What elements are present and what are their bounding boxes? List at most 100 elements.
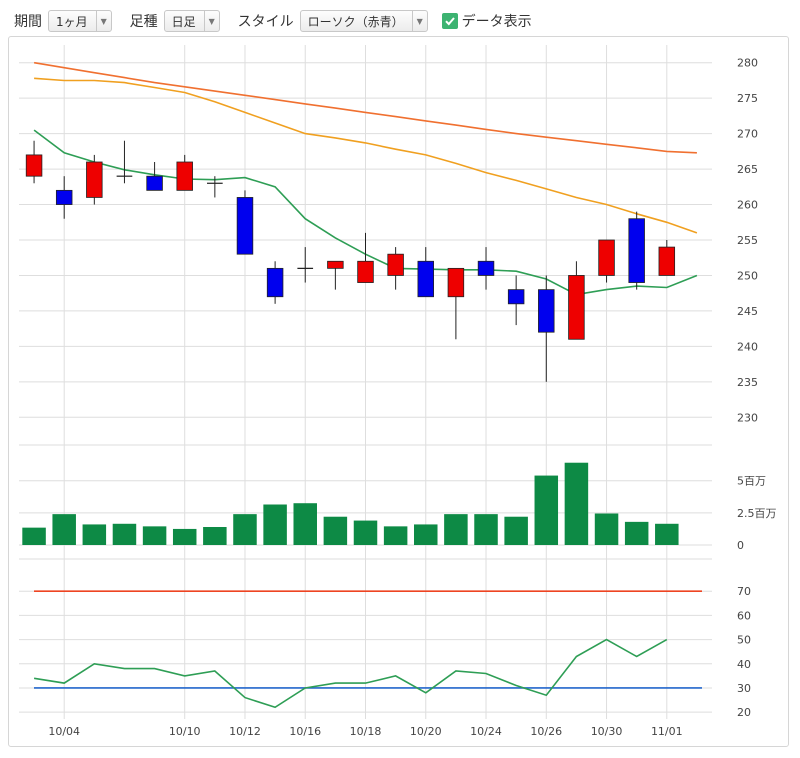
- ma-mid-line: [34, 77, 698, 234]
- candle: [538, 275, 555, 382]
- candle-body: [598, 239, 615, 276]
- price-axis-tick-label: 250: [737, 269, 758, 282]
- candle-body: [658, 246, 676, 276]
- candle-body: [146, 175, 163, 191]
- candle-body: [507, 289, 525, 305]
- candle: [86, 154, 103, 205]
- candle: [236, 190, 254, 255]
- style-label: スタイル: [237, 14, 294, 30]
- candle-body: [266, 267, 284, 298]
- candle-body: [236, 197, 254, 255]
- x-axis-tick-label: 10/24: [470, 725, 502, 738]
- x-axis-tick-label: 10/04: [48, 725, 80, 738]
- candle: [598, 239, 615, 283]
- volume-bar: [504, 516, 528, 545]
- candle-body: [55, 189, 73, 205]
- x-axis-tick-label: 10/18: [350, 725, 382, 738]
- candle: [327, 260, 344, 290]
- interval-label: 足種: [129, 14, 158, 30]
- chart-panel: 230 235 240 245 250 255 260 265 270 275 280 0 2.5百万 5…: [8, 36, 789, 747]
- rsi-axis-tick-label: 70: [737, 585, 751, 598]
- volume-axis-tick-label: 0: [737, 539, 744, 552]
- price-axis-tick-label: 280: [737, 57, 758, 70]
- volume-bar: [112, 523, 137, 545]
- volume-axis-tick-label: 2.5百万: [737, 507, 777, 520]
- interval-select[interactable]: 日足 ▼: [163, 10, 220, 32]
- volume-bar: [82, 524, 107, 545]
- x-axis-tick-label: 10/20: [410, 725, 442, 738]
- chevron-down-icon: ▼: [95, 11, 111, 31]
- candle: [658, 240, 676, 276]
- candle: [447, 267, 465, 340]
- candle-body: [25, 154, 43, 177]
- x-axis-tick-label: 10/12: [229, 725, 261, 738]
- rsi-axis-tick-label: 30: [737, 682, 751, 695]
- period-select[interactable]: 1ヶ月 ▼: [48, 10, 112, 32]
- candle-body: [387, 253, 404, 276]
- candle-body: [568, 275, 585, 340]
- candle: [477, 247, 495, 290]
- rsi-line: [33, 638, 668, 709]
- candle: [55, 176, 73, 219]
- candle: [25, 140, 43, 184]
- volume-bar: [624, 521, 649, 545]
- volume-bar: [203, 527, 227, 545]
- volume-bar: [655, 523, 679, 545]
- candle-body: [357, 260, 374, 283]
- candle-body: [176, 161, 193, 191]
- show-data-label: データ表示: [461, 14, 532, 30]
- candle-body: [327, 260, 344, 269]
- volume-bar: [233, 514, 257, 545]
- rsi-axis-tick-label: 50: [737, 634, 751, 647]
- show-data-checkbox[interactable]: データ表示: [441, 11, 532, 31]
- volume-bar: [353, 520, 378, 545]
- x-axis-tick-label: 10/16: [289, 725, 321, 738]
- price-axis-tick-label: 260: [737, 199, 758, 212]
- interval-select-value: 日足: [171, 14, 196, 29]
- candle-body: [477, 260, 495, 276]
- volume-bar: [383, 526, 408, 545]
- volume-bar: [22, 527, 46, 545]
- candle-body: [417, 260, 434, 298]
- candle: [297, 247, 314, 283]
- chart-toolbar: 期間 1ヶ月 ▼ 足種 日足 ▼ スタイル ローソク（赤青） ▼ データ表示: [10, 6, 790, 36]
- volume-bar: [414, 524, 438, 545]
- x-axis-tick-label: 10/30: [591, 725, 623, 738]
- x-axis-tick-label: 10/26: [530, 725, 562, 738]
- candle-body: [628, 218, 645, 283]
- style-select-value: ローソク（赤青）: [307, 14, 404, 29]
- volume-bar: [594, 513, 619, 545]
- volume-bar: [444, 514, 468, 545]
- price-axis-tick-label: 255: [737, 234, 758, 247]
- candle: [266, 261, 284, 304]
- candle-body: [86, 161, 103, 198]
- chevron-down-icon: ▼: [203, 11, 219, 31]
- candle: [116, 140, 133, 184]
- price-axis-tick-label: 235: [737, 376, 758, 389]
- volume-bar: [52, 514, 76, 545]
- checkmark-icon: [441, 13, 458, 29]
- rsi-axis-tick-label: 20: [737, 706, 751, 719]
- price-axis-tick-label: 230: [737, 411, 758, 424]
- volume-bar: [323, 516, 348, 545]
- volume-bar: [263, 504, 287, 545]
- volume-bar: [172, 528, 197, 545]
- volume-bar: [293, 503, 317, 545]
- volume-bar: [564, 462, 589, 545]
- rsi-axis-tick-label: 60: [737, 609, 751, 622]
- candle: [357, 232, 374, 283]
- volume-axis-tick-label: 5百万: [737, 475, 766, 488]
- chevron-down-icon: ▼: [411, 11, 427, 31]
- candle-body: [447, 267, 465, 298]
- price-axis-tick-label: 240: [737, 340, 758, 353]
- price-axis-tick-label: 245: [737, 305, 758, 318]
- period-select-value: 1ヶ月: [56, 14, 88, 29]
- price-axis-tick-label: 270: [737, 128, 758, 141]
- style-select[interactable]: ローソク（赤青） ▼: [299, 10, 428, 32]
- period-label: 期間: [14, 14, 42, 30]
- price-axis-tick-label: 265: [737, 163, 758, 176]
- candle: [417, 247, 434, 298]
- candle: [176, 154, 193, 191]
- x-axis-tick-label: 11/01: [651, 725, 683, 738]
- candle: [507, 275, 525, 326]
